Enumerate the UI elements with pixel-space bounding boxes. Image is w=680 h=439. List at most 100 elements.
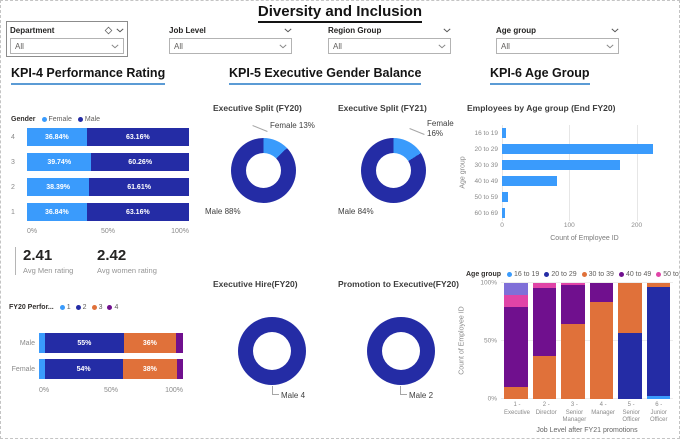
stacked-column[interactable] bbox=[532, 283, 556, 399]
axis-tick: 50% bbox=[100, 228, 116, 235]
chevron-down-icon[interactable] bbox=[116, 28, 124, 33]
stacked-column[interactable] bbox=[561, 283, 585, 399]
bar-segment-4[interactable] bbox=[177, 359, 183, 379]
bar-segment-female[interactable]: 36.84% bbox=[27, 203, 87, 221]
bar-segment-female[interactable]: 38.39% bbox=[27, 178, 90, 196]
stacked-column[interactable] bbox=[504, 283, 528, 399]
dropdown-value: All bbox=[333, 41, 342, 51]
stacked-bar[interactable]: 54% 38% bbox=[39, 359, 183, 379]
legend-item[interactable]: 3 bbox=[91, 304, 102, 311]
legend-item[interactable]: 16 to 19 bbox=[507, 271, 539, 278]
eraser-icon[interactable] bbox=[104, 26, 113, 35]
bar-segment-male[interactable]: 61.61% bbox=[89, 178, 189, 196]
stacked-bar[interactable]: 39.74% 60.26% bbox=[27, 153, 189, 171]
bar-segment-4[interactable] bbox=[175, 333, 183, 353]
bar-segment-male[interactable]: 60.26% bbox=[91, 153, 189, 171]
column-segment-40-to-49[interactable] bbox=[589, 283, 613, 302]
legend-label: Female bbox=[48, 116, 72, 123]
region-group-dropdown[interactable]: All bbox=[328, 38, 451, 54]
bar-segment-1[interactable] bbox=[39, 333, 45, 353]
column-segment-30-to-39[interactable] bbox=[561, 323, 585, 399]
stacked-column[interactable] bbox=[646, 283, 670, 399]
male-slice-label: Male 84% bbox=[338, 207, 374, 216]
promotion-exec-donut[interactable] bbox=[367, 317, 435, 385]
column-segment-30-to-39[interactable] bbox=[646, 283, 670, 287]
department-dropdown[interactable]: All bbox=[10, 38, 124, 54]
legend-item[interactable]: Male bbox=[77, 116, 100, 123]
legend-item[interactable]: 4 bbox=[107, 304, 118, 311]
gender-legend: Gender Female Male bbox=[11, 116, 100, 123]
column-segment-30-to-39[interactable] bbox=[618, 283, 642, 333]
page-title: Diversity and Inclusion bbox=[257, 3, 423, 23]
category-label: 50 to 59 bbox=[474, 193, 499, 201]
bar-50-to-59[interactable] bbox=[502, 192, 509, 202]
avg-men-card: 2.41 Avg Men rating bbox=[15, 247, 73, 275]
legend-item[interactable]: 40 to 49 bbox=[618, 271, 651, 278]
dropdown-value: All bbox=[15, 41, 24, 51]
legend-item[interactable]: 20 to 29 bbox=[544, 271, 577, 278]
bar-segment-female[interactable]: 36.84% bbox=[27, 128, 87, 146]
column-segment-20-to-29[interactable] bbox=[618, 332, 642, 399]
age-group-dropdown[interactable]: All bbox=[496, 38, 619, 54]
avg-men-label: Avg Men rating bbox=[23, 266, 74, 275]
stacked-bar[interactable]: 36.84% 63.16% bbox=[27, 128, 189, 146]
column-segment-40-to-49[interactable] bbox=[532, 287, 556, 357]
stacked-bar[interactable]: 36.84% 63.16% bbox=[27, 203, 189, 221]
legend-label: 1 bbox=[66, 304, 71, 311]
slicer-label: Region Group bbox=[328, 25, 382, 35]
chevron-down-icon bbox=[279, 44, 287, 48]
exec-hire-donut[interactable] bbox=[238, 317, 306, 385]
exec-split-fy21-donut[interactable] bbox=[361, 138, 426, 203]
bar-16-to-19[interactable] bbox=[502, 128, 507, 138]
column-segment-40-to-49[interactable] bbox=[504, 307, 528, 388]
column-segment-60-to-69[interactable] bbox=[504, 283, 528, 295]
legend-item[interactable]: 50 to 59 bbox=[656, 271, 679, 278]
legend-item[interactable]: Female bbox=[41, 116, 72, 123]
column-segment-30-to-39[interactable] bbox=[504, 387, 528, 399]
bar-segment-3[interactable]: 38% bbox=[122, 359, 178, 379]
legend-item[interactable]: 30 to 39 bbox=[581, 271, 614, 278]
bar-segment-2[interactable]: 55% bbox=[44, 333, 124, 353]
job-level-ylabel: Count of Employee ID bbox=[458, 306, 466, 375]
column-segment-20-to-29[interactable] bbox=[646, 286, 670, 396]
stacked-bar[interactable]: 38.39% 61.61% bbox=[27, 178, 189, 196]
column-segment-40-to-49[interactable] bbox=[561, 285, 585, 324]
bar-segment-male[interactable]: 63.16% bbox=[86, 203, 189, 221]
employees-by-age-chart: 16 to 19 20 to 29 30 to 39 40 to 49 50 to 59… bbox=[469, 125, 669, 231]
bar-segment-1[interactable] bbox=[39, 359, 45, 379]
column-segment-30-to-39[interactable] bbox=[589, 301, 613, 399]
legend-item[interactable]: 1 bbox=[59, 304, 71, 311]
exec-split-fy20-donut[interactable] bbox=[231, 138, 296, 203]
stacked-column[interactable] bbox=[589, 283, 613, 399]
column-segment-30-to-39[interactable] bbox=[532, 356, 556, 399]
legend-label: 2 bbox=[82, 304, 87, 311]
chevron-down-icon bbox=[606, 44, 614, 48]
bar-segment-3[interactable]: 36% bbox=[123, 333, 176, 353]
column-segment-50-to-59[interactable] bbox=[561, 283, 585, 286]
stacked-column[interactable] bbox=[618, 283, 642, 399]
kpi5-header: KPI-5 Executive Gender Balance bbox=[229, 66, 422, 85]
legend-item[interactable]: 2 bbox=[75, 304, 87, 311]
job-level-dropdown[interactable]: All bbox=[169, 38, 292, 54]
performance-rating-chart: 4 36.84% 63.16% 3 39.74% 60.26% 2 38.39% 61.61% 1… bbox=[11, 128, 189, 237]
chevron-down-icon[interactable] bbox=[284, 28, 292, 33]
column-segment-50-to-59[interactable] bbox=[504, 294, 528, 308]
legend-title: Age group bbox=[466, 271, 501, 278]
bar-segment-female[interactable]: 39.74% bbox=[27, 153, 92, 171]
category-label: 6 - Junior Officer bbox=[649, 402, 668, 423]
bar-segment-male[interactable]: 63.16% bbox=[86, 128, 189, 146]
callout-line bbox=[252, 125, 268, 132]
chevron-down-icon[interactable] bbox=[611, 28, 619, 33]
bar-40-to-49[interactable] bbox=[502, 176, 558, 186]
bar-30-to-39[interactable] bbox=[502, 160, 620, 170]
female-slice-label: Female 13% bbox=[270, 121, 315, 130]
promotion-exec-title: Promotion to Executive(FY20) bbox=[338, 279, 459, 289]
column-segment-16-to-19[interactable] bbox=[646, 395, 670, 399]
column-segment-50-to-59[interactable] bbox=[532, 283, 556, 288]
chevron-down-icon[interactable] bbox=[443, 28, 451, 33]
bar-60-to-69[interactable] bbox=[502, 208, 505, 218]
category-label: Male bbox=[19, 339, 35, 347]
bar-segment-2[interactable]: 54% bbox=[44, 359, 123, 379]
bar-20-to-29[interactable] bbox=[502, 144, 653, 154]
stacked-bar[interactable]: 55% 36% bbox=[39, 333, 183, 353]
